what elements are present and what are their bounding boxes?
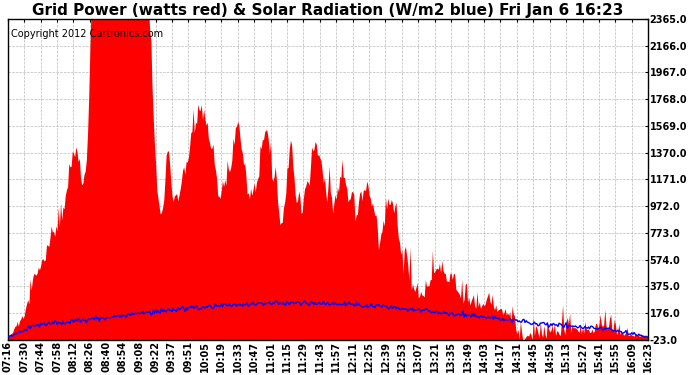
Text: Copyright 2012 Cartronics.com: Copyright 2012 Cartronics.com (11, 28, 163, 39)
Title: Grid Power (watts red) & Solar Radiation (W/m2 blue) Fri Jan 6 16:23: Grid Power (watts red) & Solar Radiation… (32, 3, 624, 18)
